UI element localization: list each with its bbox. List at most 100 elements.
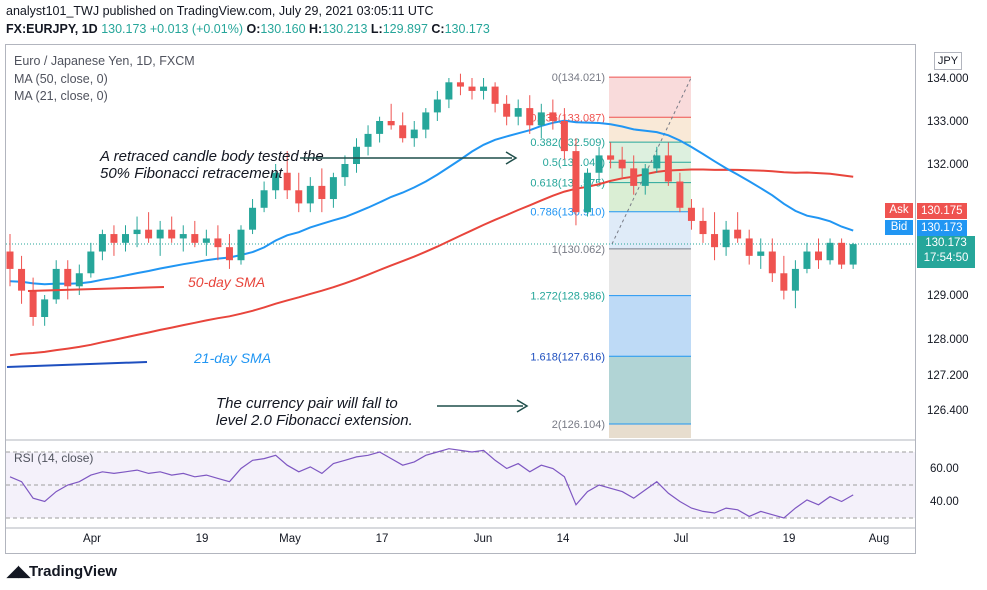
candle-body [456, 82, 464, 87]
chart-frame[interactable] [5, 44, 916, 554]
candle-body [607, 155, 615, 160]
fib-trend-line [611, 77, 692, 245]
bid-price: 130.173 [917, 220, 967, 236]
candle-body [399, 125, 407, 139]
candle-body [803, 251, 811, 269]
candle-body [480, 86, 488, 91]
price-tick-label: 128.000 [927, 334, 969, 346]
price-tick-label: 132.000 [927, 159, 969, 171]
candle-body [52, 268, 60, 300]
candle-body [618, 159, 626, 169]
fib-level-label: 0.618(131.575) [530, 178, 605, 190]
annotation-arrow-head [516, 399, 529, 413]
candle-body [283, 172, 291, 191]
time-tick-label: Apr [83, 533, 101, 545]
ma50-legend: MA (50, close, 0) [14, 72, 108, 86]
ask-label: Ask [885, 203, 913, 218]
price-change: +0.013 (+0.01%) [149, 22, 243, 36]
candle-body [122, 234, 129, 243]
candle-body [179, 234, 187, 239]
candle-body [410, 129, 418, 139]
candle-body [572, 151, 580, 213]
annotation-fall-line2: level 2.0 Fibonacci extension. [216, 412, 413, 429]
time-tick-label: 19 [196, 533, 209, 545]
tradingview-logo-icon: ◢◣ [7, 563, 31, 580]
annotation-arrow-head [505, 151, 518, 165]
tradingview-logo[interactable]: ◢◣TradingView [7, 562, 117, 580]
candle-body [676, 181, 684, 208]
open-value: 130.160 [260, 22, 306, 36]
fib-level-label: 1.272(128.986) [530, 291, 605, 303]
price-tick-label: 129.000 [927, 290, 969, 302]
price-tick-label: 133.000 [927, 116, 969, 128]
candle-body [29, 290, 37, 317]
candle-body [18, 268, 26, 291]
candle-body [306, 185, 314, 204]
fib-level-label: 0.786(130.910) [530, 207, 605, 219]
candle-body [745, 238, 753, 256]
candle-body [191, 234, 199, 243]
candle-body [145, 229, 153, 239]
symbol-legend: Euro / Japanese Yen, 1D, FXCM [14, 54, 195, 68]
fib-zone-6 [609, 248, 691, 296]
candle-body [815, 251, 822, 261]
candle-body [468, 86, 476, 91]
candle-body [560, 121, 568, 152]
fib-zone-8 [609, 356, 691, 424]
close-label: C: [431, 22, 445, 36]
fib-level-label: 2(126.104) [552, 419, 605, 431]
annotation-retrace-line2: 50% Fibonacci retracement [100, 165, 283, 182]
candle-body [687, 207, 695, 221]
current-price-box: 130.173 17:54:50 [917, 236, 975, 268]
fib-level-label: 0(134.021) [552, 72, 605, 84]
candle-body [272, 172, 280, 191]
sma50-legend-line [27, 286, 165, 292]
high-value: 130.213 [322, 22, 368, 36]
ask-price: 130.175 [917, 203, 967, 219]
candle-body [849, 244, 857, 265]
candle-body [295, 190, 303, 204]
candle-body [757, 251, 765, 256]
fib-zone-0 [609, 77, 691, 118]
candle-body [156, 229, 164, 239]
candle-body [133, 229, 141, 235]
rsi-line [9, 448, 854, 519]
annotation-retrace-line1: A retraced candle body tested the [99, 148, 324, 165]
publisher-line: analyst101_TWJ published on TradingView.… [6, 4, 434, 18]
fib-zone-5 [609, 211, 691, 249]
candle-body [699, 220, 707, 235]
candle-body [318, 185, 326, 200]
time-tick-label: Jul [674, 533, 689, 545]
sma21-legend-line [6, 361, 148, 368]
tradingview-logo-text: TradingView [29, 563, 118, 580]
candle-body [422, 112, 430, 130]
candle-body [168, 229, 176, 239]
open-label: O: [246, 22, 261, 36]
currency-button[interactable]: JPY [934, 52, 962, 70]
ohlc-line: FX:EURJPY, 1D 130.173 +0.013 (+0.01%) O:… [6, 22, 490, 36]
candle-body [376, 121, 384, 134]
candle-body [75, 273, 83, 287]
candle-body [237, 229, 245, 261]
candle-body [768, 251, 776, 274]
candle-body [664, 155, 672, 182]
fib-zone-7 [609, 295, 691, 357]
candle-body [364, 133, 372, 147]
candle-body [214, 238, 222, 248]
candle-body [722, 229, 730, 248]
rsi-tick-label: 60.00 [930, 463, 959, 475]
candle-body [433, 99, 441, 113]
candle-body [353, 146, 360, 164]
time-tick-label: Aug [869, 533, 889, 545]
annotation-fall-line1: The currency pair will fall to [216, 395, 398, 412]
candle-body [826, 242, 834, 261]
candle-body [41, 299, 49, 317]
candle-body [595, 155, 603, 173]
candle-body [780, 273, 788, 291]
candle-body [503, 103, 511, 117]
candle-body [711, 234, 719, 248]
time-tick-label: 14 [557, 533, 570, 545]
candle-body [225, 247, 233, 261]
candle-body [445, 82, 453, 100]
